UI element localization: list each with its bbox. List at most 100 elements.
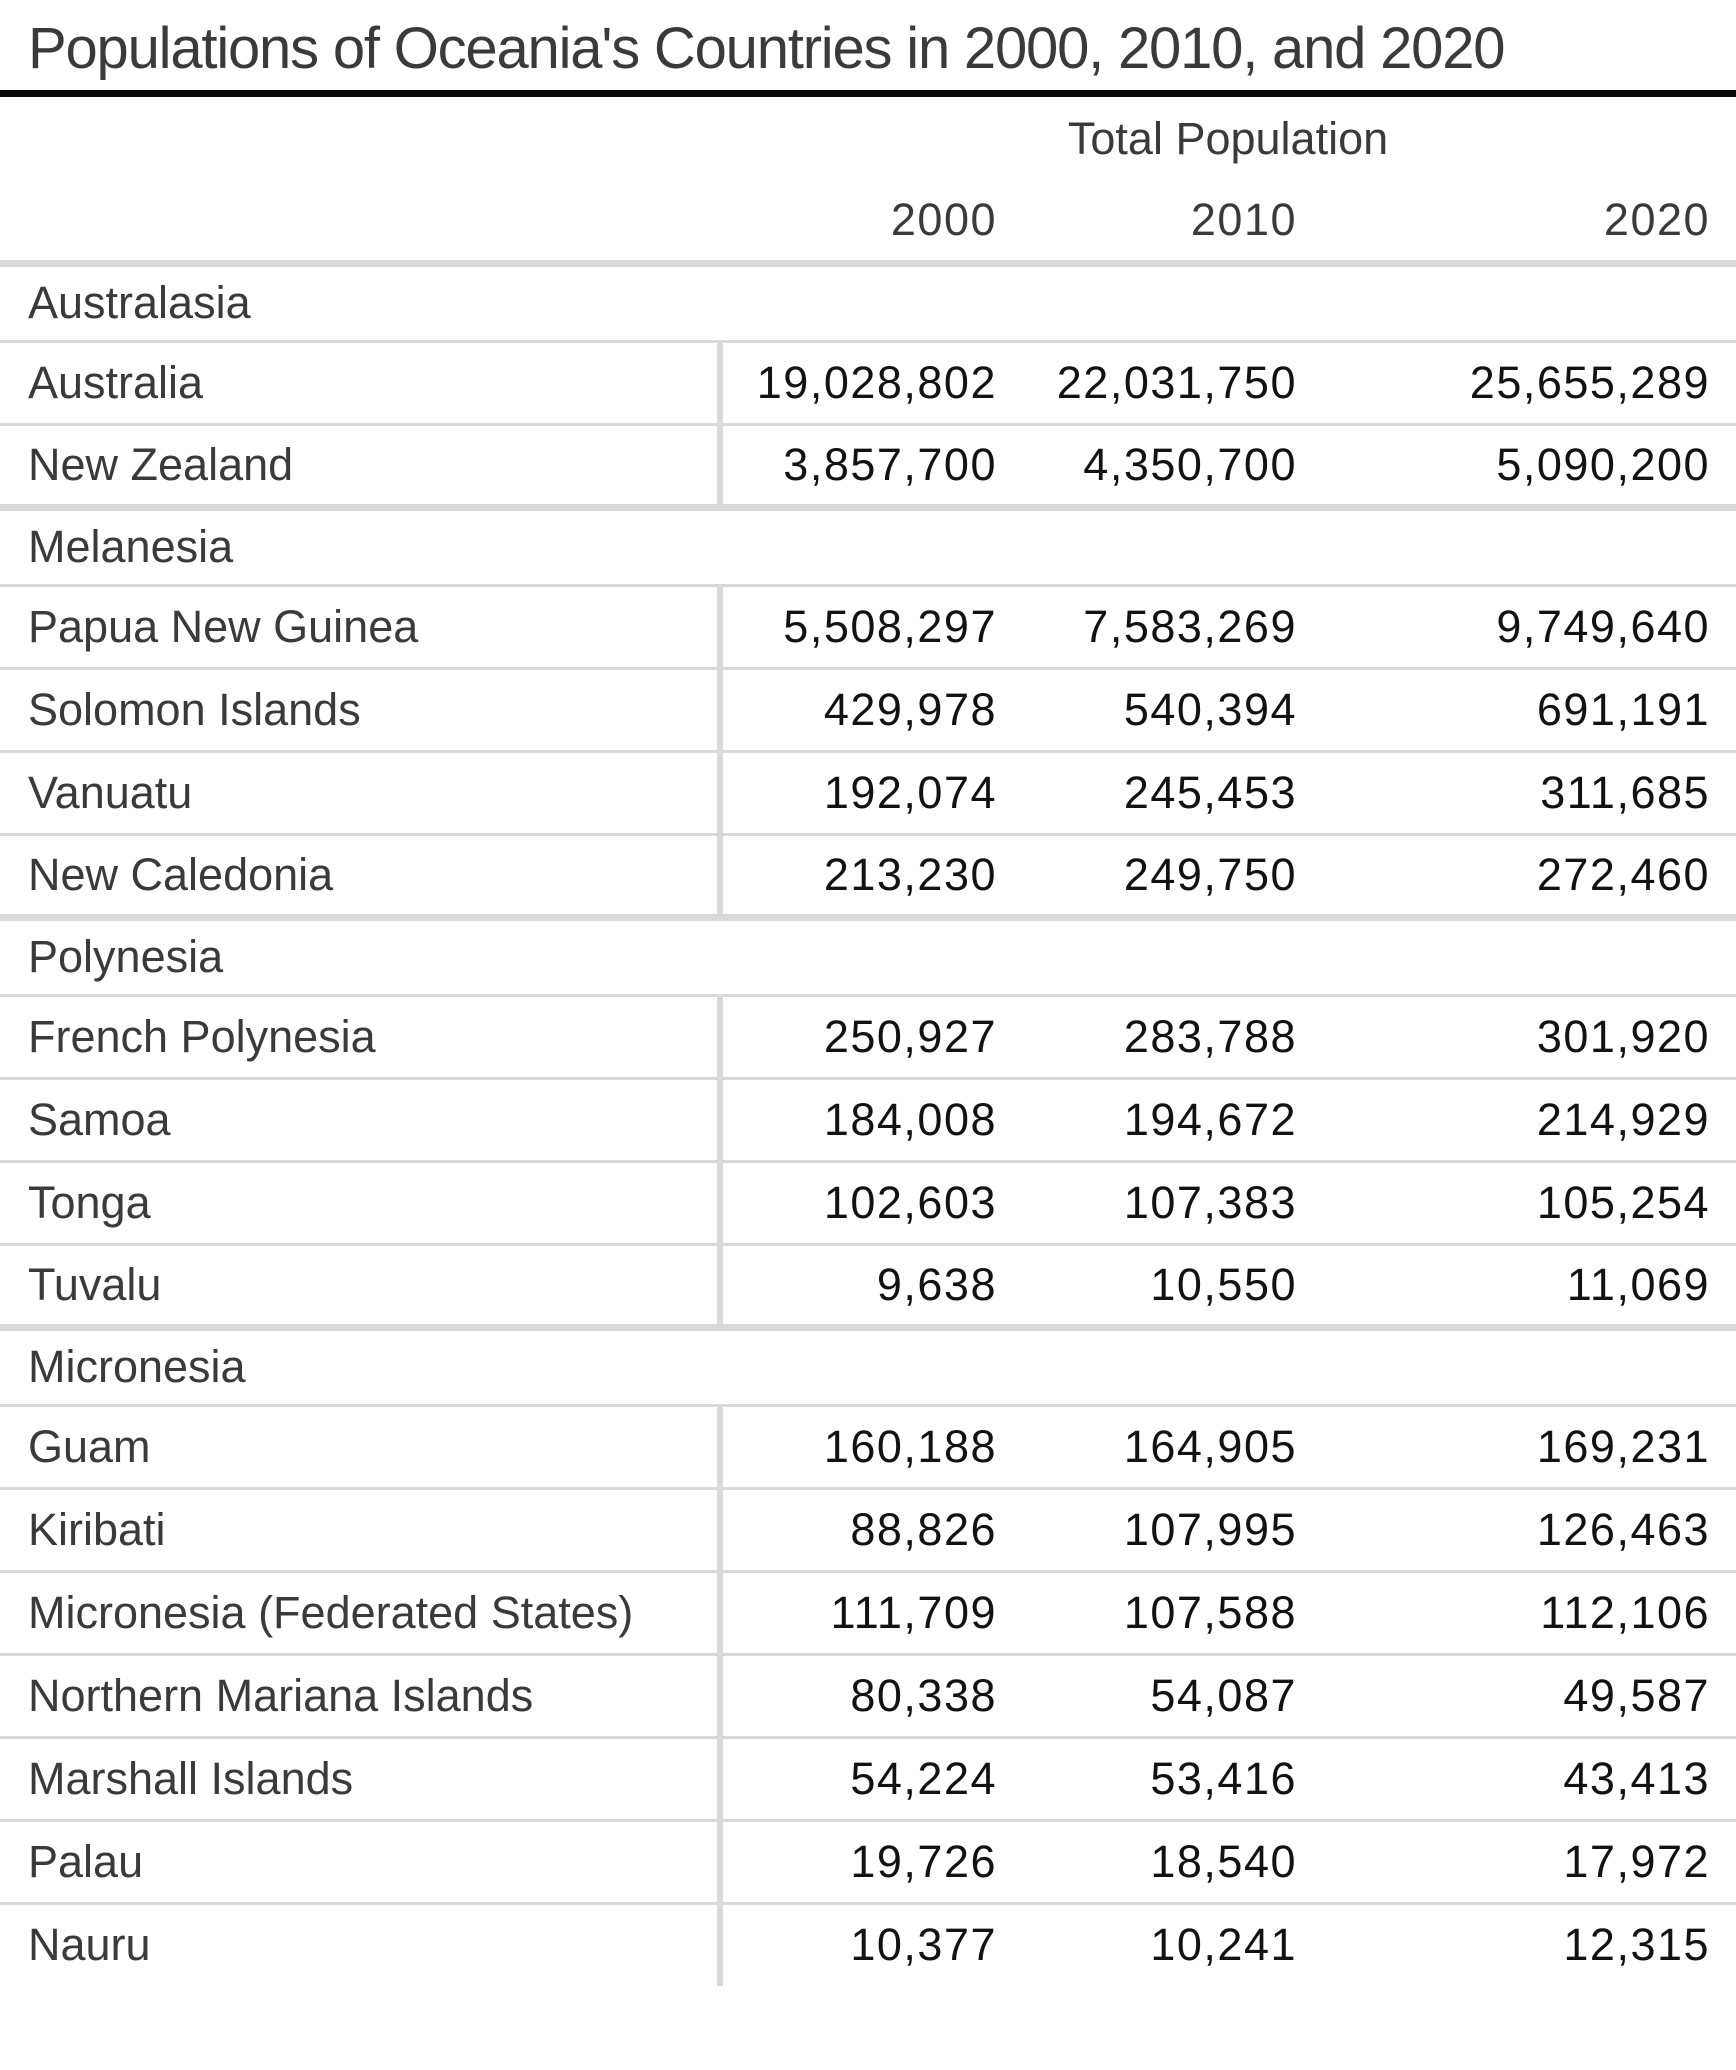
population-2000: 192,074 — [720, 749, 1023, 834]
section-header-row: Polynesia — [0, 913, 1736, 995]
section-melanesia: Melanesia Papua New Guinea 5,508,297 7,5… — [0, 503, 1736, 917]
table-row: French Polynesia 250,927 283,788 301,920 — [0, 993, 1736, 1078]
population-2020: 126,463 — [1323, 1486, 1736, 1571]
population-2010: 22,031,750 — [1023, 339, 1323, 424]
table-row: Tuvalu 9,638 10,550 11,069 — [0, 1242, 1736, 1327]
population-2000: 3,857,700 — [720, 422, 1023, 507]
country-name: French Polynesia — [0, 993, 723, 1078]
population-2010: 54,087 — [1023, 1652, 1323, 1737]
population-2010: 164,905 — [1023, 1403, 1323, 1488]
population-2000: 54,224 — [720, 1735, 1023, 1820]
population-2010: 194,672 — [1023, 1076, 1323, 1161]
section-name: Melanesia — [0, 503, 1736, 585]
country-name: Tonga — [0, 1159, 723, 1244]
population-2000: 10,377 — [720, 1901, 1023, 1986]
country-name: Micronesia (Federated States) — [0, 1569, 723, 1654]
population-table: Total Population 2000 2010 2020 Australa… — [0, 97, 1736, 1986]
population-2020: 9,749,640 — [1323, 583, 1736, 668]
column-group-header-row: Total Population — [0, 97, 1736, 180]
population-2010: 18,540 — [1023, 1818, 1323, 1903]
year-header-2020: 2020 — [1603, 193, 1711, 245]
table-row: Vanuatu 192,074 245,453 311,685 — [0, 749, 1736, 834]
country-name: Marshall Islands — [0, 1735, 723, 1820]
population-2000: 250,927 — [720, 993, 1023, 1078]
population-2000: 160,188 — [720, 1403, 1023, 1488]
population-2000: 9,638 — [720, 1242, 1023, 1327]
population-2020: 25,655,289 — [1323, 339, 1736, 424]
country-name: New Zealand — [0, 422, 723, 507]
table-row: Northern Mariana Islands 80,338 54,087 4… — [0, 1652, 1736, 1737]
population-2000: 213,230 — [720, 832, 1023, 917]
column-group-header: Total Population — [1067, 112, 1389, 164]
section-micronesia: Micronesia Guam 160,188 164,905 169,231 … — [0, 1323, 1736, 1986]
population-2000: 111,709 — [720, 1569, 1023, 1654]
population-2020: 691,191 — [1323, 666, 1736, 751]
table-row: Papua New Guinea 5,508,297 7,583,269 9,7… — [0, 583, 1736, 668]
population-2010: 107,588 — [1023, 1569, 1323, 1654]
table-row: New Zealand 3,857,700 4,350,700 5,090,20… — [0, 422, 1736, 507]
table-row: Tonga 102,603 107,383 105,254 — [0, 1159, 1736, 1244]
population-2000: 184,008 — [720, 1076, 1023, 1161]
country-name: Tuvalu — [0, 1242, 723, 1327]
population-2000: 88,826 — [720, 1486, 1023, 1571]
population-2000: 102,603 — [720, 1159, 1023, 1244]
population-2010: 283,788 — [1023, 993, 1323, 1078]
table-row: Marshall Islands 54,224 53,416 43,413 — [0, 1735, 1736, 1820]
country-name: Vanuatu — [0, 749, 723, 834]
section-australasia: Australasia Australia 19,028,802 22,031,… — [0, 259, 1736, 507]
table-row: Nauru 10,377 10,241 12,315 — [0, 1901, 1736, 1986]
population-2020: 301,920 — [1323, 993, 1736, 1078]
country-name: Guam — [0, 1403, 723, 1488]
table-row: Australia 19,028,802 22,031,750 25,655,2… — [0, 339, 1736, 424]
population-2010: 245,453 — [1023, 749, 1323, 834]
country-name: Papua New Guinea — [0, 583, 723, 668]
population-2010: 107,383 — [1023, 1159, 1323, 1244]
table-row: Guam 160,188 164,905 169,231 — [0, 1403, 1736, 1488]
table-row: Kiribati 88,826 107,995 126,463 — [0, 1486, 1736, 1571]
page: Populations of Oceania's Countries in 20… — [0, 0, 1736, 1986]
year-header-row: 2000 2010 2020 — [0, 180, 1736, 263]
empty-header-cell — [0, 180, 720, 263]
population-2020: 49,587 — [1323, 1652, 1736, 1737]
section-header-row: Micronesia — [0, 1323, 1736, 1405]
country-name: Australia — [0, 339, 723, 424]
population-2020: 169,231 — [1323, 1403, 1736, 1488]
population-2020: 43,413 — [1323, 1735, 1736, 1820]
section-name: Micronesia — [0, 1323, 1736, 1405]
population-2020: 272,460 — [1323, 832, 1736, 917]
table-row: Samoa 184,008 194,672 214,929 — [0, 1076, 1736, 1161]
country-name: Kiribati — [0, 1486, 723, 1571]
country-name: Solomon Islands — [0, 666, 723, 751]
table-row: Solomon Islands 429,978 540,394 691,191 — [0, 666, 1736, 751]
population-2010: 7,583,269 — [1023, 583, 1323, 668]
table-header: Total Population 2000 2010 2020 — [0, 97, 1736, 263]
country-name: Northern Mariana Islands — [0, 1652, 723, 1737]
population-2010: 249,750 — [1023, 832, 1323, 917]
population-2020: 12,315 — [1323, 1901, 1736, 1986]
population-2020: 105,254 — [1323, 1159, 1736, 1244]
population-2010: 4,350,700 — [1023, 422, 1323, 507]
population-2020: 214,929 — [1323, 1076, 1736, 1161]
section-name: Polynesia — [0, 913, 1736, 995]
population-2000: 19,028,802 — [720, 339, 1023, 424]
table-row: New Caledonia 213,230 249,750 272,460 — [0, 832, 1736, 917]
population-2020: 17,972 — [1323, 1818, 1736, 1903]
section-polynesia: Polynesia French Polynesia 250,927 283,7… — [0, 913, 1736, 1327]
population-2020: 11,069 — [1323, 1242, 1736, 1327]
population-2020: 311,685 — [1323, 749, 1736, 834]
year-header-2000: 2000 — [890, 193, 997, 245]
section-header-row: Melanesia — [0, 503, 1736, 585]
population-2000: 80,338 — [720, 1652, 1023, 1737]
table-row: Palau 19,726 18,540 17,972 — [0, 1818, 1736, 1903]
section-name: Australasia — [0, 259, 1736, 341]
population-2000: 429,978 — [720, 666, 1023, 751]
population-2000: 19,726 — [720, 1818, 1023, 1903]
population-2010: 10,550 — [1023, 1242, 1323, 1327]
section-header-row: Australasia — [0, 259, 1736, 341]
table-row: Micronesia (Federated States) 111,709 10… — [0, 1569, 1736, 1654]
page-title: Populations of Oceania's Countries in 20… — [0, 0, 1736, 97]
population-2010: 10,241 — [1023, 1901, 1323, 1986]
year-header-2010: 2010 — [1190, 193, 1297, 245]
population-2020: 5,090,200 — [1323, 422, 1736, 507]
country-name: Nauru — [0, 1901, 723, 1986]
